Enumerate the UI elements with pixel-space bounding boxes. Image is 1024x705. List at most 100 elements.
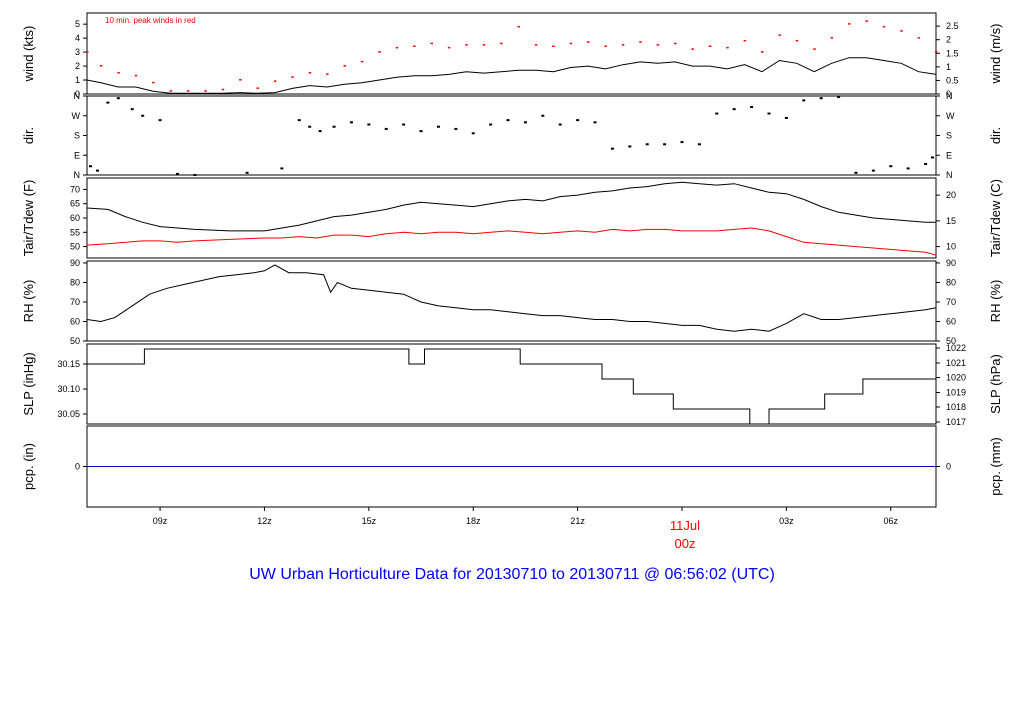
panel-pcp: 0 0 pcp. (in) pcp. (mm) bbox=[21, 425, 1003, 508]
peak-point bbox=[935, 51, 938, 53]
dir-point bbox=[889, 165, 893, 168]
dir-point bbox=[506, 119, 510, 122]
y-tick-label-right: N bbox=[946, 91, 953, 101]
peak-point bbox=[413, 45, 416, 48]
y-tick-label-left: 0 bbox=[75, 462, 80, 472]
dir-point bbox=[384, 127, 388, 130]
dir-point bbox=[784, 116, 788, 119]
peak-point bbox=[795, 39, 799, 42]
peak-point bbox=[482, 44, 486, 46]
dir-point bbox=[297, 119, 301, 122]
peak-point bbox=[291, 76, 294, 78]
date-marker-time: 00z bbox=[675, 536, 696, 551]
y-axis-label-left: pcp. (in) bbox=[21, 443, 36, 490]
y-tick-label-right: 0.5 bbox=[946, 75, 959, 85]
peak-point bbox=[691, 48, 694, 50]
dir-point bbox=[610, 147, 614, 150]
y-tick-label-right: 1017 bbox=[946, 417, 966, 427]
y-tick-label-right: 10 bbox=[946, 242, 956, 252]
dir-point bbox=[576, 119, 580, 122]
peak-point bbox=[395, 46, 399, 49]
series-line bbox=[87, 348, 936, 425]
dir-point bbox=[106, 101, 110, 104]
peak-point bbox=[378, 51, 381, 53]
x-tick-label: 06z bbox=[884, 516, 899, 526]
y-tick-label-left: 90 bbox=[70, 258, 80, 268]
y-tick-label-left: 2 bbox=[75, 61, 80, 71]
panel-wind: 0 1 2 3 4 5 0 0.5 1 1.5 2 2.5 wind (kts) wind (m/s) 10… bbox=[21, 12, 1003, 99]
panel-frame bbox=[86, 12, 937, 95]
y-tick-label-left: 30.15 bbox=[57, 359, 80, 369]
peak-point bbox=[761, 51, 764, 53]
dir-point bbox=[367, 123, 371, 126]
peak-point bbox=[204, 90, 207, 92]
y-tick-label-left: 5 bbox=[75, 19, 80, 29]
dir-point bbox=[280, 167, 284, 170]
y-tick-label-left: 80 bbox=[70, 277, 80, 287]
peak-point bbox=[708, 45, 712, 48]
peak-point bbox=[569, 42, 573, 45]
x-tick-label: 03z bbox=[779, 516, 794, 526]
y-tick-label-right: 2.5 bbox=[946, 21, 959, 31]
x-tick-label: 15z bbox=[362, 516, 377, 526]
dir-point bbox=[523, 121, 527, 124]
y-axis-label-right: SLP (hPa) bbox=[988, 354, 1003, 414]
panel-frame bbox=[86, 95, 937, 176]
y-tick-label-right: 90 bbox=[946, 258, 956, 268]
y-axis-label-left: RH (%) bbox=[21, 280, 36, 323]
y-tick-label-right: 1.5 bbox=[946, 48, 959, 58]
y-tick-label-left: 4 bbox=[75, 33, 80, 43]
peak-point bbox=[534, 44, 538, 46]
y-tick-label-right: 1019 bbox=[946, 388, 966, 398]
peak-point bbox=[186, 90, 190, 92]
y-tick-label-right: S bbox=[946, 131, 952, 141]
peak-point bbox=[117, 72, 120, 74]
peak-point bbox=[343, 65, 346, 67]
peak-point bbox=[500, 42, 503, 45]
dir-point bbox=[663, 143, 667, 146]
peak-point bbox=[848, 23, 851, 25]
y-tick-label-right: 2 bbox=[946, 35, 951, 45]
peak-point bbox=[430, 42, 433, 45]
y-axis-label-right: pcp. (mm) bbox=[988, 437, 1003, 496]
dir-point bbox=[819, 97, 823, 100]
x-tick-label: 09z bbox=[153, 516, 168, 526]
dir-point bbox=[349, 121, 353, 124]
x-tick-label: 12z bbox=[257, 516, 272, 526]
y-axis-label-right: dir. bbox=[988, 127, 1003, 144]
peak-point bbox=[86, 51, 89, 53]
dir-point bbox=[645, 143, 649, 146]
panel-rh: 50 60 70 80 90 50 60 70 80 90 RH (%) RH (%) bbox=[21, 258, 1003, 346]
dir-point bbox=[308, 125, 312, 128]
y-tick-label-right: 60 bbox=[946, 316, 956, 326]
dir-point bbox=[906, 167, 910, 170]
dir-point bbox=[436, 125, 440, 128]
dir-point bbox=[628, 145, 632, 148]
dir-point bbox=[402, 123, 406, 126]
y-tick-label-right: 0 bbox=[946, 89, 951, 99]
y-axis-label-left: Tair/Tdew (F) bbox=[21, 180, 36, 257]
y-tick-label-right: N bbox=[946, 170, 953, 180]
x-tick-label: 18z bbox=[466, 516, 481, 526]
peak-point bbox=[239, 79, 242, 81]
y-tick-label-left: E bbox=[74, 150, 80, 160]
y-tick-label-right: 1020 bbox=[946, 373, 966, 383]
peak-point bbox=[726, 46, 729, 49]
peak-point bbox=[517, 25, 520, 28]
dir-point bbox=[88, 165, 92, 168]
dir-point bbox=[419, 130, 423, 133]
peak-point bbox=[587, 41, 590, 43]
y-tick-label-left: 50 bbox=[70, 336, 80, 346]
peak-point bbox=[639, 41, 642, 43]
y-tick-label-left: 0 bbox=[75, 89, 80, 99]
chart-title: UW Urban Horticulture Data for 20130710 … bbox=[249, 566, 775, 583]
dir-point bbox=[158, 119, 162, 122]
peak-point bbox=[552, 45, 555, 48]
panel-slp: 30.05 30.10 30.15 1017 1018 1019 1020 1021 1022 S… bbox=[21, 343, 1003, 427]
dir-point bbox=[318, 130, 322, 133]
dir-point bbox=[697, 143, 701, 146]
y-axis-label-right: RH (%) bbox=[988, 280, 1003, 323]
peak-point bbox=[830, 37, 834, 39]
y-tick-label-right: 1018 bbox=[946, 402, 966, 412]
